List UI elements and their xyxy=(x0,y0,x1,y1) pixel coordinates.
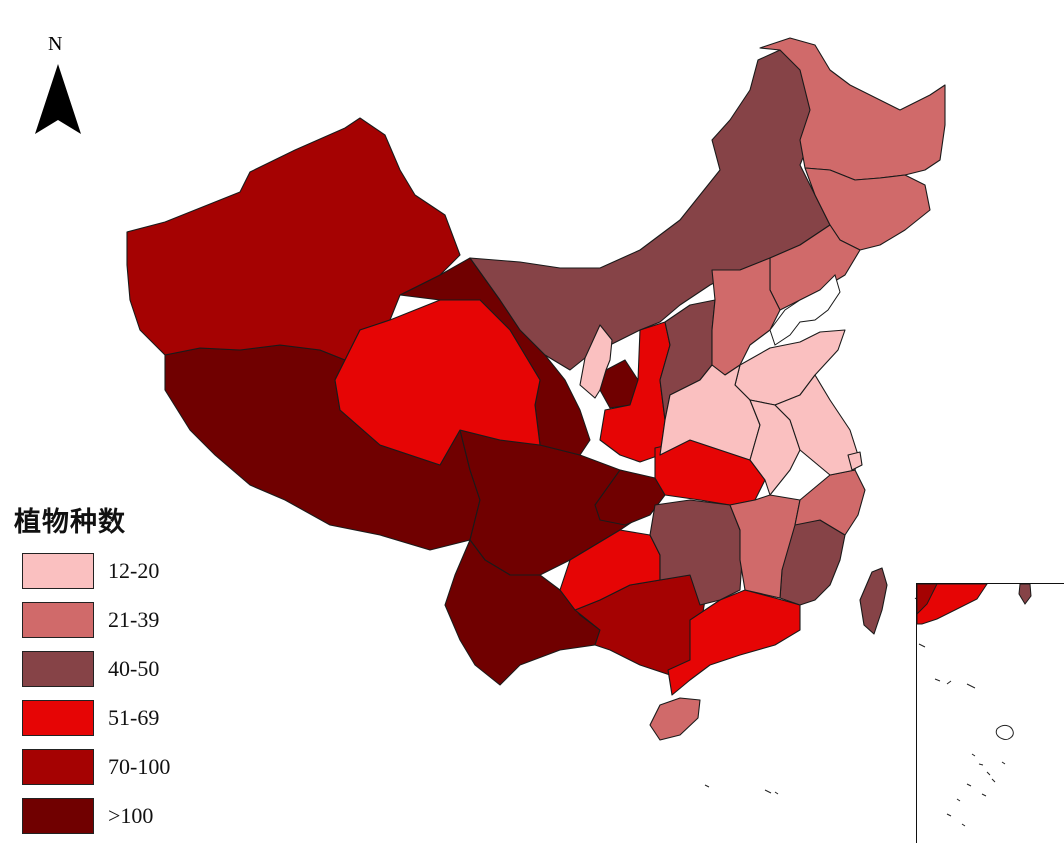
north-arrow-icon xyxy=(35,64,81,134)
north-label: N xyxy=(48,33,63,55)
legend-swatch xyxy=(22,798,94,834)
inset-taiwan xyxy=(1018,584,1032,605)
inset-map xyxy=(917,584,1032,827)
inset-coast-darkred xyxy=(917,584,938,615)
legend-label: 40-50 xyxy=(108,656,160,681)
legend-swatch xyxy=(22,553,94,589)
region-shanghai xyxy=(847,451,863,471)
legend-label: 70-100 xyxy=(108,754,171,779)
region-hebei xyxy=(711,257,781,376)
region-hainan xyxy=(649,697,701,741)
legend-label: 51-69 xyxy=(108,705,160,730)
legend-label: 21-39 xyxy=(108,607,160,632)
inset-islets-3 xyxy=(946,753,1006,827)
legend-label: 12-20 xyxy=(108,558,160,583)
legend-swatch xyxy=(22,651,94,687)
region-xinjiang xyxy=(126,117,461,361)
region-ningxia-north xyxy=(579,324,613,399)
south-china-sea-inset xyxy=(916,583,1064,843)
bohai-sea xyxy=(769,274,841,346)
legend-label: >100 xyxy=(108,803,154,828)
region-taiwan xyxy=(859,567,888,635)
legend-swatch xyxy=(22,700,94,736)
region-heilongjiang xyxy=(759,37,946,181)
inset-islets-1 xyxy=(918,643,976,689)
legend-swatch xyxy=(22,749,94,785)
region-jiangxi xyxy=(729,494,801,599)
inset-coast-red xyxy=(917,584,988,625)
legend-swatch xyxy=(22,602,94,638)
region-yunnan xyxy=(444,539,601,686)
legend-title: 植物种数 xyxy=(14,507,126,538)
region-qinghai xyxy=(334,299,541,466)
inset-islets-2 xyxy=(995,724,1014,740)
